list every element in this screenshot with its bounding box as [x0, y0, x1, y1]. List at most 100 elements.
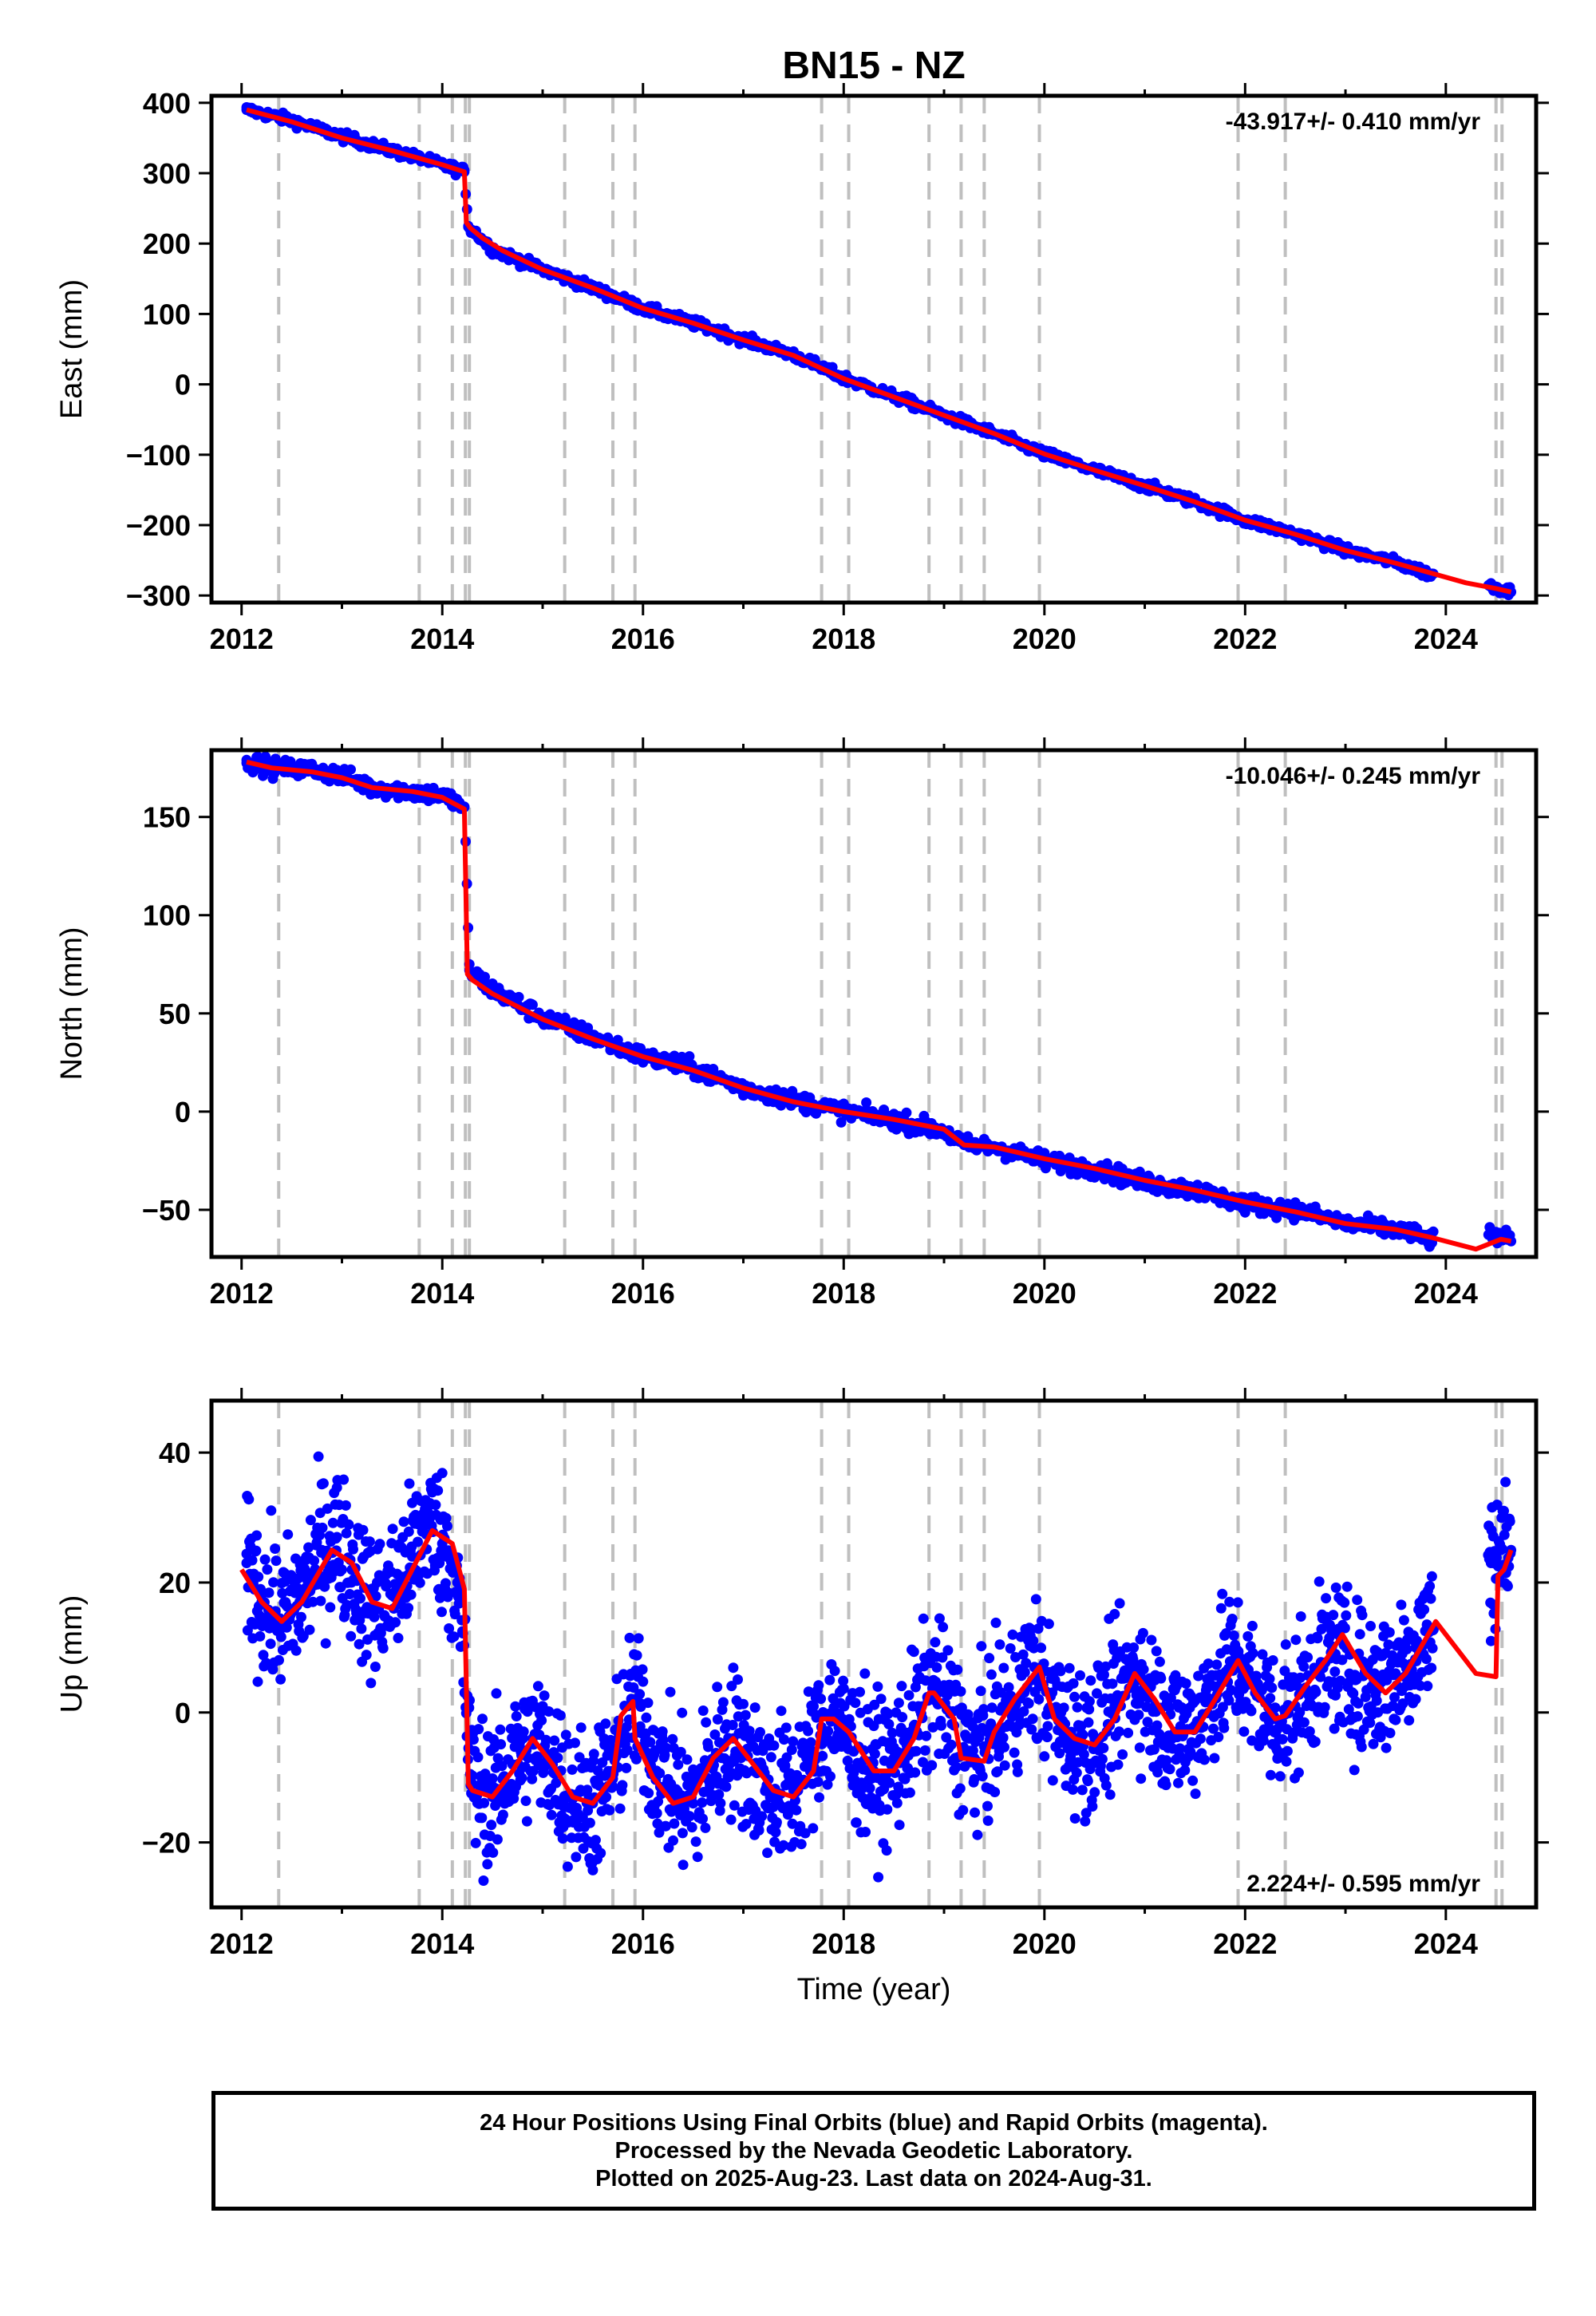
data-point — [1018, 1706, 1029, 1717]
data-point — [829, 1666, 840, 1677]
y-axis-label: North (mm) — [55, 927, 89, 1080]
data-point — [936, 1720, 946, 1731]
data-point — [1280, 1639, 1291, 1650]
data-point — [1030, 1594, 1041, 1605]
data-point — [864, 1783, 875, 1794]
data-point — [527, 999, 538, 1010]
data-point — [1136, 1773, 1147, 1784]
data-point — [337, 1564, 347, 1575]
data-point — [904, 1787, 915, 1798]
data-point — [1187, 1775, 1199, 1786]
model-line — [246, 107, 1512, 595]
data-point — [557, 1833, 568, 1844]
data-point — [1247, 1648, 1258, 1658]
data-point — [1238, 1726, 1250, 1737]
data-point — [958, 1804, 969, 1816]
data-point — [487, 1773, 498, 1784]
data-point — [1499, 1529, 1510, 1540]
data-point — [1321, 1593, 1332, 1604]
data-point — [1084, 1696, 1095, 1707]
data-point — [1329, 1723, 1340, 1734]
data-point — [1199, 1754, 1210, 1765]
y-tick-label: 200 — [143, 227, 191, 260]
data-point — [1367, 1654, 1378, 1665]
data-point — [393, 1633, 404, 1643]
data-point — [1371, 1695, 1382, 1706]
footer-line-1: 24 Hour Positions Using Final Orbits (bl… — [480, 2109, 1268, 2136]
x-tick-label: 2022 — [1213, 622, 1277, 655]
data-point — [1353, 1697, 1364, 1709]
data-point — [624, 1632, 635, 1643]
data-point — [824, 1674, 836, 1686]
data-point — [510, 1701, 521, 1712]
x-tick-label: 2016 — [611, 1277, 675, 1310]
data-point — [307, 1596, 318, 1607]
data-point — [978, 1704, 990, 1715]
data-point — [838, 1683, 849, 1694]
data-point — [891, 1797, 903, 1808]
data-point — [778, 1840, 789, 1851]
data-point — [1137, 1627, 1148, 1638]
x-tick-label: 2024 — [1414, 1927, 1478, 1960]
data-point — [1012, 1766, 1023, 1777]
data-point — [600, 1718, 611, 1729]
data-point — [255, 1630, 266, 1642]
data-point — [325, 1602, 336, 1613]
data-point — [628, 1682, 639, 1693]
data-point — [453, 1598, 464, 1609]
data-point — [941, 1732, 952, 1743]
data-point — [749, 1702, 760, 1713]
data-point — [901, 1107, 912, 1118]
data-point — [641, 1712, 652, 1723]
data-point — [850, 1697, 861, 1709]
data-point — [1165, 1693, 1176, 1703]
data-point — [1357, 1610, 1368, 1621]
data-point — [1117, 1749, 1128, 1760]
data-point — [259, 1554, 271, 1565]
x-tick-label: 2020 — [1013, 1927, 1077, 1960]
data-point — [496, 1761, 508, 1772]
data-point — [1356, 1741, 1367, 1753]
y-tick-label: 0 — [175, 1096, 191, 1128]
data-point — [279, 1576, 290, 1587]
x-tick-label: 2018 — [812, 1277, 875, 1310]
data-point — [570, 1737, 580, 1749]
data-point — [1071, 1767, 1082, 1778]
data-point — [982, 1815, 994, 1826]
data-point — [816, 1694, 827, 1705]
data-point — [1068, 1678, 1079, 1689]
data-point — [1341, 1610, 1352, 1621]
data-point — [1349, 1765, 1360, 1776]
data-point — [296, 1611, 306, 1622]
data-point — [340, 1500, 351, 1511]
data-point — [1298, 1661, 1310, 1672]
data-point — [839, 1701, 850, 1712]
data-point — [1427, 1642, 1438, 1654]
data-point — [999, 1760, 1010, 1771]
data-point — [808, 1823, 819, 1834]
data-point — [715, 1798, 726, 1808]
data-point — [930, 1637, 941, 1648]
data-point — [488, 1847, 499, 1858]
data-point — [1073, 1757, 1084, 1768]
data-point — [1385, 1728, 1396, 1738]
data-point — [437, 1468, 448, 1479]
data-point — [1422, 1681, 1433, 1692]
data-point — [1500, 1476, 1511, 1488]
data-point — [1215, 1603, 1227, 1614]
data-point — [934, 1613, 945, 1624]
data-point — [433, 1485, 444, 1496]
data-point — [478, 1875, 489, 1886]
data-point — [642, 1697, 654, 1709]
data-point — [448, 1631, 460, 1642]
data-point — [1350, 1674, 1361, 1686]
data-point — [1223, 1695, 1235, 1706]
data-point — [1246, 1705, 1257, 1717]
data-point — [1328, 1610, 1339, 1621]
data-point — [929, 1681, 939, 1692]
data-point — [1023, 1697, 1034, 1709]
data-point — [1123, 1727, 1134, 1738]
data-point — [1029, 1642, 1039, 1654]
data-point — [595, 1848, 606, 1859]
